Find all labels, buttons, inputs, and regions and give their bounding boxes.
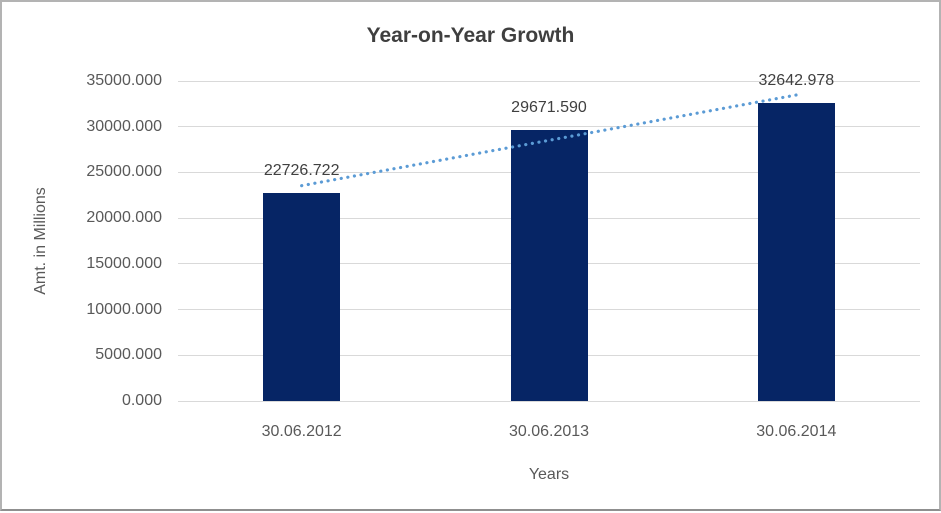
- gridline: [178, 80, 920, 82]
- y-axis-tick-label: 0.000: [121, 392, 162, 409]
- x-axis-category-label: 30.06.2014: [756, 423, 837, 440]
- bar-30.06.2014: [757, 102, 835, 401]
- bar-30.06.2013: [510, 129, 588, 401]
- x-axis-title: Years: [528, 466, 570, 483]
- y-axis-tick-label: 10000.000: [86, 300, 162, 318]
- bar-value-label: 32642.978: [758, 71, 835, 89]
- y-axis-title: Amt. in Millions: [32, 187, 49, 295]
- y-axis-tick-label: 5000.000: [95, 346, 162, 364]
- y-axis-tick-label: 35000.000: [86, 72, 162, 89]
- y-axis-tick-label: 30000.000: [86, 117, 162, 135]
- bar-value-label: 29671.590: [511, 98, 587, 116]
- chart-title: Year-on-Year Growth: [366, 24, 575, 47]
- y-axis-tick-label: 15000.000: [86, 254, 162, 272]
- gridline: [178, 400, 920, 402]
- y-axis-tick-label: 20000.000: [86, 209, 162, 227]
- x-axis-category-label: 30.06.2013: [508, 423, 590, 440]
- y-axis-tick-label: 25000.000: [86, 163, 162, 181]
- x-axis-category-label: 30.06.2012: [261, 423, 342, 440]
- bar-30.06.2012: [263, 193, 341, 401]
- bar-value-label: 22726.722: [263, 162, 340, 180]
